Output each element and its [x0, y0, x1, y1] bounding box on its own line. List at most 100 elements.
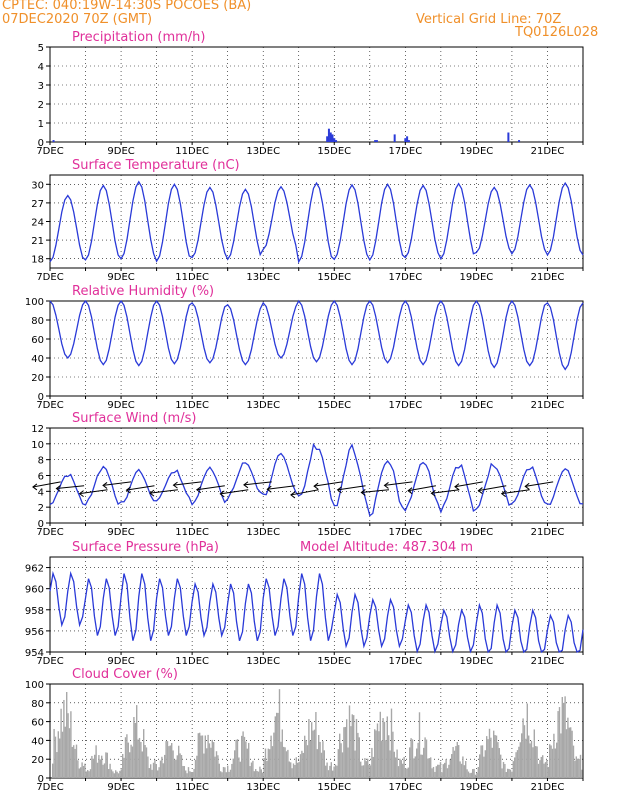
y-tick-label: 100 — [25, 297, 44, 308]
wind-arrowhead — [219, 490, 225, 498]
cloud-bar — [75, 744, 78, 778]
wind-arrowhead — [360, 489, 366, 496]
cloud-bar — [495, 735, 498, 778]
wind-arrow — [267, 485, 296, 490]
panel-title-rh: Relative Humidity (%) — [72, 284, 214, 299]
cloud-bar — [322, 741, 324, 778]
cloud-bar — [320, 752, 323, 778]
cloud-bar — [60, 708, 62, 778]
cloud-bar — [439, 762, 442, 778]
cloud-bar — [458, 745, 460, 778]
cloud-bar — [451, 754, 453, 778]
x-tick-label: 7DEC — [36, 400, 63, 411]
y-tick-label: 21 — [31, 236, 44, 247]
cloud-bar — [182, 765, 184, 778]
cloud-bar — [161, 756, 163, 778]
cloud-bar — [488, 728, 491, 778]
cloud-bar — [56, 752, 58, 778]
cloud-bar — [217, 755, 219, 778]
cloud-bar — [325, 765, 327, 778]
cloud-bar — [127, 742, 129, 778]
cloud-bar — [176, 755, 178, 778]
cloud-bar — [532, 747, 534, 778]
cloud-bar — [196, 755, 198, 778]
x-tick-label: 7DEC — [36, 782, 63, 793]
cloud-bar — [512, 761, 514, 778]
cloud-bar — [54, 736, 57, 778]
cloud-bar — [403, 756, 405, 778]
x-tick-label: 9DEC — [107, 527, 134, 538]
cloud-bar — [113, 773, 115, 778]
cloud-bar — [336, 765, 338, 778]
cloud-bar — [158, 767, 160, 778]
cloud-bar — [308, 719, 310, 778]
x-tick-label: 11DEC — [175, 782, 209, 793]
cloud-bar — [423, 747, 425, 778]
wind-arrow — [56, 485, 85, 490]
x-tick-label: 17DEC — [388, 656, 422, 667]
cloud-bar — [115, 770, 117, 778]
cloud-bar — [131, 746, 134, 778]
cloud-bar — [228, 771, 230, 778]
cloud-bar — [287, 749, 289, 778]
cloud-bar — [355, 718, 358, 778]
cloud-bar — [155, 763, 157, 778]
cloud-bar — [483, 756, 485, 778]
x-tick-label: 19DEC — [460, 272, 494, 283]
cloud-bar — [404, 768, 407, 778]
cloud-bar — [501, 768, 503, 778]
cloud-bar — [257, 771, 260, 778]
cloud-bar — [227, 765, 229, 778]
x-tick-label: 17DEC — [388, 146, 422, 157]
cloud-bar — [323, 750, 325, 778]
cloud-bar — [119, 770, 121, 778]
cloud-bar — [224, 767, 226, 778]
cloud-bar — [187, 767, 190, 778]
cloud-bar — [291, 768, 293, 778]
y-tick-label: 80 — [31, 699, 44, 710]
cloud-bar — [536, 746, 538, 778]
cloud-bar — [388, 735, 390, 778]
cloud-bar — [340, 743, 342, 778]
cloud-bar — [378, 731, 380, 778]
cloud-bar — [101, 755, 103, 778]
x-tick-label: 17DEC — [388, 400, 422, 411]
cloud-bar — [208, 743, 211, 778]
cloud-bar — [579, 754, 582, 778]
precip-bar — [518, 140, 521, 142]
cloud-bar — [173, 760, 176, 778]
cloud-bar — [211, 739, 213, 778]
cloud-bar — [523, 725, 526, 778]
cloud-bar — [305, 740, 307, 778]
x-tick-label: 13DEC — [246, 527, 280, 538]
cloud-bar — [399, 758, 401, 778]
cloud-bar — [194, 759, 197, 778]
cloud-bar — [581, 769, 583, 778]
cloud-bar — [274, 716, 276, 778]
cloud-bar — [215, 751, 218, 778]
precip-bar — [375, 140, 378, 142]
cloud-bar — [358, 737, 360, 778]
cloud-bar — [109, 763, 111, 778]
cloud-bar — [330, 762, 332, 778]
cloud-bar — [389, 750, 391, 778]
cloud-bar — [178, 745, 180, 778]
cloud-bar — [500, 754, 502, 778]
precip-bar — [393, 134, 396, 142]
cloud-bar — [133, 717, 135, 778]
cloud-bar — [154, 759, 156, 778]
cloud-bar — [463, 765, 465, 778]
cloud-bar — [535, 746, 537, 778]
wind-arrowhead — [172, 481, 178, 489]
cloud-bar — [172, 750, 174, 778]
x-tick-label: 11DEC — [175, 272, 209, 283]
cloud-bar — [546, 760, 548, 778]
cloud-bar — [477, 766, 479, 778]
cloud-bar — [269, 749, 271, 778]
cloud-bar — [382, 718, 384, 778]
cloud-bar — [185, 770, 187, 778]
cloud-bar — [250, 762, 253, 778]
cloud-bar — [204, 735, 206, 778]
cloud-bar — [201, 735, 204, 778]
